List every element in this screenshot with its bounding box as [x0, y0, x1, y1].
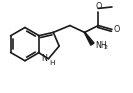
Text: 2: 2 — [104, 45, 108, 50]
Text: H: H — [49, 60, 55, 66]
Polygon shape — [84, 32, 94, 45]
Text: O: O — [114, 25, 120, 34]
Text: O: O — [95, 2, 101, 11]
Text: N: N — [41, 54, 47, 63]
Text: NH: NH — [95, 41, 107, 50]
